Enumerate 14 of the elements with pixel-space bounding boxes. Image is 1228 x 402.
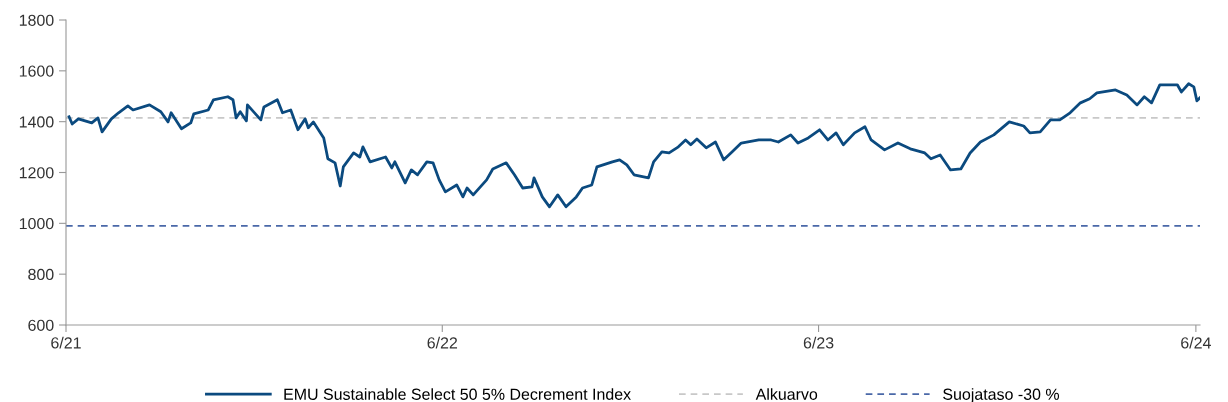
x-tick-label: 6/22 xyxy=(427,336,458,349)
legend-label: Alkuarvo xyxy=(755,388,818,400)
x-tick-label: 6/21 xyxy=(51,336,81,349)
y-tick-label: 1000 xyxy=(19,217,54,230)
legend-label: EMU Sustainable Select 50 5% Decrement Index xyxy=(284,388,631,400)
y-tick-label: 800 xyxy=(28,268,54,281)
y-tick-label: 1600 xyxy=(19,65,54,77)
line-series xyxy=(67,82,1200,209)
y-tick-label: 1800 xyxy=(19,14,54,26)
y-tick-label: 1200 xyxy=(19,167,54,179)
x-tick-label: 6/23 xyxy=(803,336,834,349)
y-tick-label: 600 xyxy=(28,319,54,331)
x-tick-label: 6/24 xyxy=(1181,336,1211,349)
y-tick-label: 1400 xyxy=(19,116,54,128)
